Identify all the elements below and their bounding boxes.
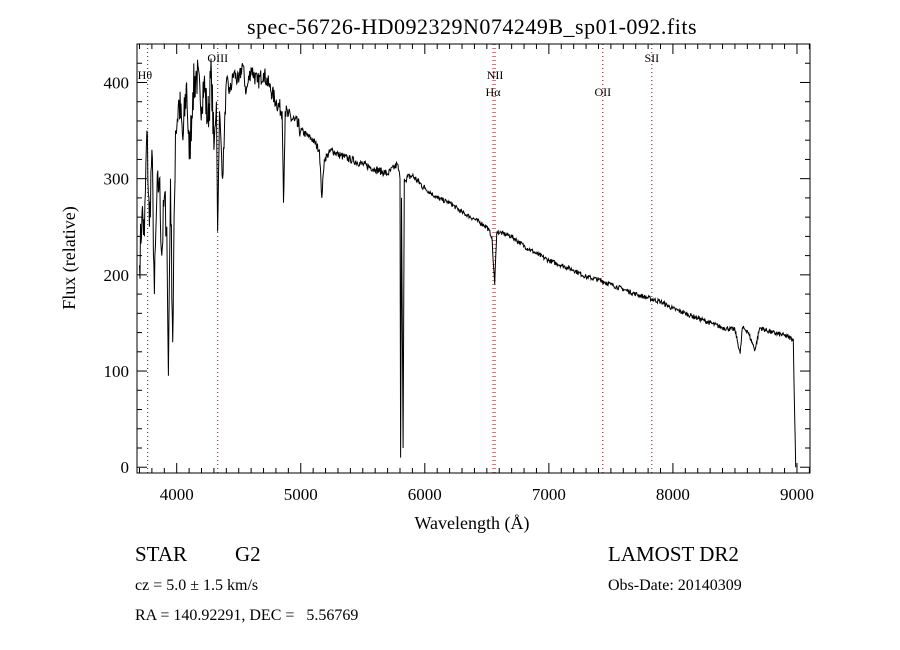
x-tick-label: 9000 — [780, 485, 814, 504]
line-label: OIII — [207, 51, 228, 65]
x-tick-label: 8000 — [656, 485, 690, 504]
plot-frame — [136, 43, 811, 474]
y-tick-label: 200 — [104, 266, 130, 285]
line-label: NII — [487, 68, 504, 82]
redshift-info: cz = 5.0 ± 1.5 km/s — [135, 577, 258, 594]
line-label: Hα — [486, 85, 502, 99]
x-tick-label: 6000 — [408, 485, 442, 504]
x-tick-label: 7000 — [532, 485, 566, 504]
y-tick-label: 400 — [104, 73, 130, 92]
axis-ticks: 4000 5000 6000 7000 8000 9000 0 100 200 300 400 — [104, 43, 814, 504]
x-tick-label: 4000 — [160, 485, 194, 504]
chart-title: spec-56726-HD092329N074249B_sp01-092.fit… — [247, 14, 697, 39]
x-axis-label: Wavelength (Å) — [414, 513, 529, 534]
y-axis-label: Flux (relative) — [59, 206, 80, 309]
y-tick-label: 100 — [104, 362, 130, 381]
obs-date: Obs-Date: 20140309 — [608, 577, 742, 594]
object-subclass: G2 — [235, 542, 261, 566]
survey-label: LAMOST DR2 — [608, 542, 739, 566]
series-group — [139, 58, 797, 468]
coordinates: RA = 140.92291, DEC = 5.56769 — [135, 607, 358, 624]
line-label: SII — [644, 51, 659, 65]
x-tick-label: 5000 — [284, 485, 318, 504]
object-class: STAR — [135, 542, 187, 566]
flux-series-line — [139, 58, 797, 468]
line-label: OII — [594, 85, 611, 99]
line-label: Hθ — [138, 68, 153, 82]
y-tick-label: 0 — [121, 458, 130, 477]
spectral-line-markers: Hθ OIII NII Hα OII SII — [138, 44, 659, 473]
y-tick-label: 300 — [104, 170, 130, 189]
